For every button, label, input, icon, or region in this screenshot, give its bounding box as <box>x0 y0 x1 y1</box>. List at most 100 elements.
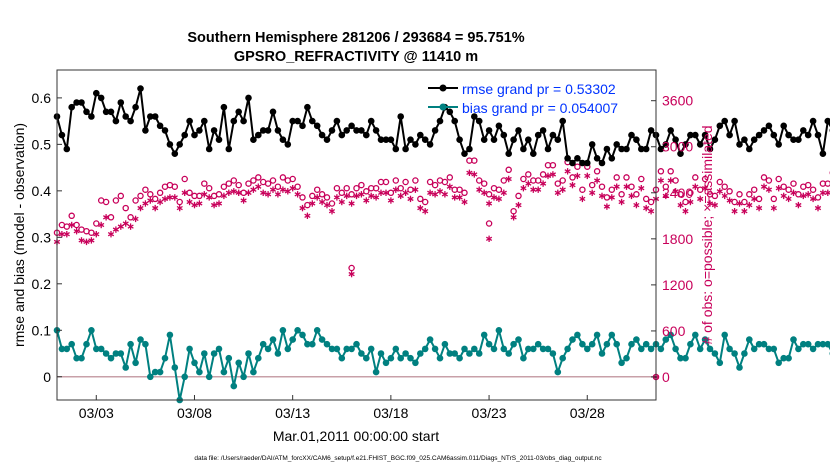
bias-marker <box>284 345 292 353</box>
rmse-marker <box>83 108 90 116</box>
rmse-marker <box>254 131 262 139</box>
rmse-marker <box>603 145 611 153</box>
assimilated-marker <box>525 180 532 187</box>
assimilated-marker <box>402 189 409 196</box>
rmse-marker <box>819 150 827 157</box>
assimilated-marker <box>589 189 596 196</box>
assimilated-marker <box>500 189 507 196</box>
assimilated-marker <box>127 223 134 230</box>
assimilated-marker <box>535 186 542 193</box>
possible-marker <box>485 220 493 227</box>
possible-marker <box>520 175 527 183</box>
possible-marker <box>814 194 822 201</box>
possible-marker <box>780 183 787 190</box>
assimilated-marker <box>245 189 252 196</box>
bias-marker <box>161 354 169 362</box>
rmse-marker <box>68 103 75 111</box>
assimilated-marker <box>760 183 768 190</box>
assimilated-marker <box>741 208 748 215</box>
possible-marker <box>721 183 728 190</box>
possible-marker <box>574 163 581 170</box>
bias-marker <box>770 345 778 353</box>
bias-marker <box>279 327 287 334</box>
rmse-marker <box>510 136 517 143</box>
assimilated-marker <box>746 201 753 209</box>
bias-marker <box>736 364 743 371</box>
bias-marker <box>274 350 282 357</box>
bias-marker <box>765 345 773 353</box>
assimilated-marker <box>279 186 286 193</box>
rmse-marker <box>58 131 66 139</box>
x-tick-label: 03/13 <box>275 405 310 421</box>
bias-marker <box>746 336 753 343</box>
possible-marker <box>593 168 601 175</box>
bias-marker <box>706 345 714 353</box>
bias-marker <box>726 345 733 353</box>
possible-marker <box>205 184 213 192</box>
assimilated-marker <box>255 183 262 190</box>
assimilated-marker <box>88 237 95 244</box>
assimilated-marker <box>78 237 85 244</box>
bias-marker <box>569 336 576 343</box>
bias-marker <box>107 354 115 362</box>
rmse-marker <box>97 94 105 102</box>
rmse-marker <box>638 145 645 153</box>
possible-marker <box>559 177 566 184</box>
left-tick-label: 0.5 <box>32 136 52 152</box>
assimilated-marker <box>230 188 237 195</box>
bias-marker <box>254 354 262 362</box>
assimilated-marker <box>613 183 620 190</box>
rmse-marker <box>692 131 699 139</box>
possible-marker <box>618 191 625 198</box>
assimilated-marker <box>348 200 355 207</box>
assimilated-marker <box>824 189 830 196</box>
rmse-marker <box>112 117 120 125</box>
possible-marker <box>716 178 724 186</box>
possible-marker <box>318 191 326 198</box>
bias-marker <box>662 336 670 343</box>
bias-marker <box>205 373 213 381</box>
rmse-marker <box>328 127 336 134</box>
left-tick-label: 0.1 <box>32 322 52 338</box>
possible-marker <box>475 177 483 184</box>
bias-marker <box>687 340 694 348</box>
bias-marker <box>534 340 542 348</box>
rmse-marker <box>471 113 478 120</box>
rmse-marker <box>367 117 375 125</box>
assimilated-marker <box>672 188 679 195</box>
assimilated-marker <box>240 197 247 204</box>
bias-marker <box>647 345 655 353</box>
possible-marker <box>397 184 404 192</box>
rmse-marker <box>127 117 134 125</box>
rmse-marker <box>716 122 724 130</box>
rmse-marker <box>608 155 616 162</box>
possible-marker <box>289 175 296 183</box>
rmse-marker <box>824 117 830 125</box>
rmse-marker <box>78 99 85 106</box>
assimilated-marker <box>505 175 512 183</box>
bias-marker <box>584 345 591 353</box>
possible-marker <box>73 221 80 229</box>
right-tick-label: 1200 <box>662 277 693 293</box>
rmse-marker <box>201 117 208 125</box>
assimilated-marker <box>68 221 75 229</box>
assimilated-marker <box>490 194 498 201</box>
bias-marker <box>475 350 483 357</box>
assimilated-marker <box>93 231 100 238</box>
rmse-marker <box>245 94 252 102</box>
assimilated-marker <box>373 194 380 201</box>
rmse-marker <box>456 136 463 143</box>
assimilated-marker <box>250 186 257 193</box>
bias-marker <box>559 354 566 362</box>
rmse-marker <box>534 131 542 139</box>
bias-marker <box>672 345 679 353</box>
rmse-marker <box>795 136 802 143</box>
possible-marker <box>603 194 611 201</box>
possible-marker <box>328 200 336 207</box>
possible-marker <box>746 191 753 198</box>
rmse-marker <box>804 131 812 139</box>
possible-marker <box>313 186 321 193</box>
bias-marker <box>515 336 522 343</box>
rmse-marker <box>88 113 95 120</box>
rmse-marker <box>613 141 620 148</box>
